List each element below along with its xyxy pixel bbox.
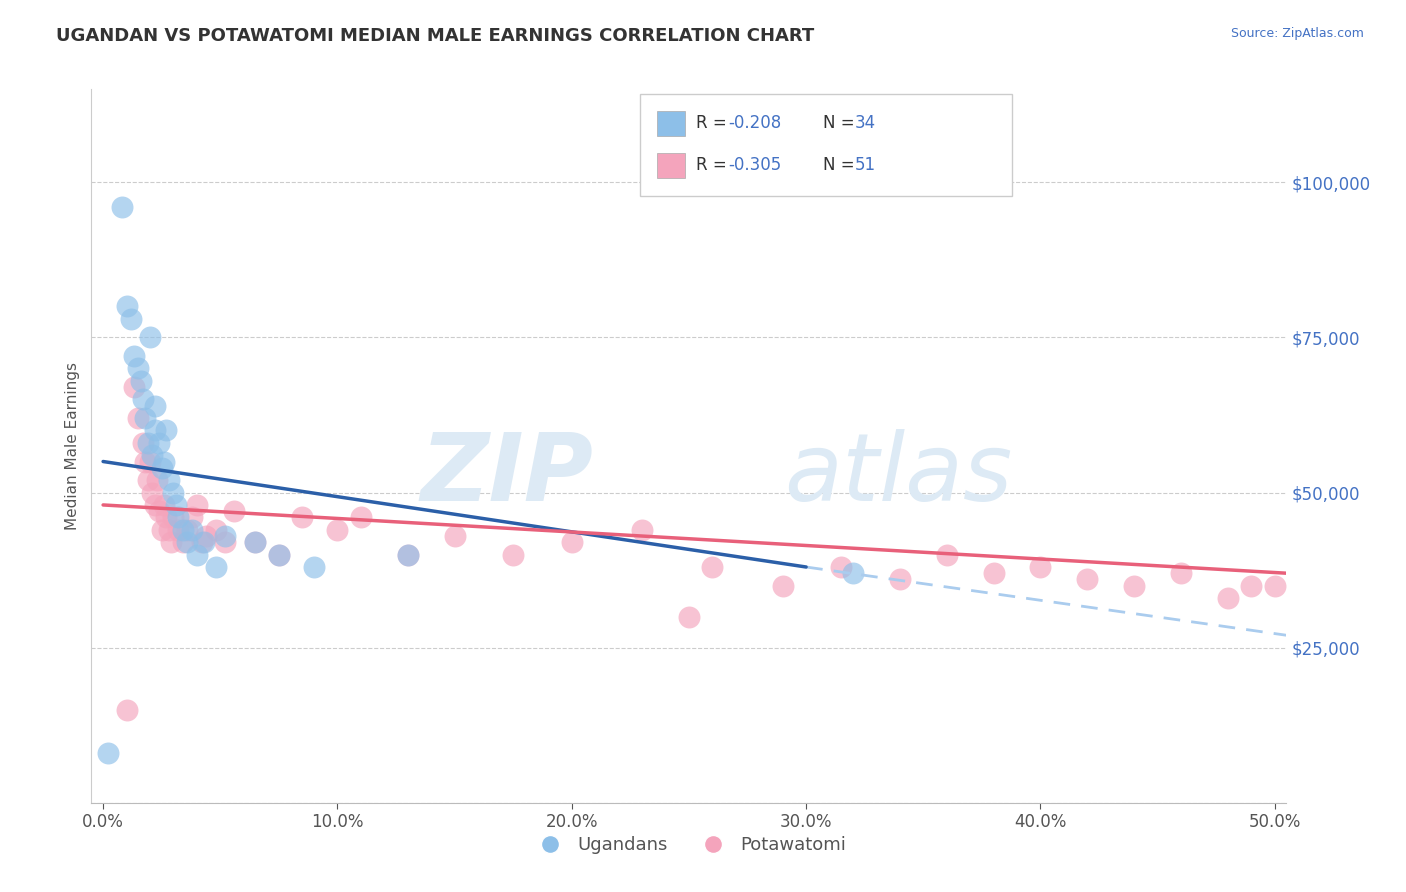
Text: Source: ZipAtlas.com: Source: ZipAtlas.com [1230, 27, 1364, 40]
Text: 51: 51 [855, 156, 876, 174]
Point [186, 548, 208, 562]
Point [150, 523, 173, 537]
Point [443, 529, 465, 543]
Point [115, 299, 138, 313]
Point [830, 560, 852, 574]
Point [561, 535, 583, 549]
Point [132, 436, 155, 450]
Point [132, 392, 155, 407]
Point [245, 535, 267, 549]
Point [141, 448, 163, 462]
Point [190, 535, 212, 549]
Point [1076, 573, 1098, 587]
Y-axis label: Median Male Earnings: Median Male Earnings [65, 362, 80, 530]
Point [350, 510, 373, 524]
Point [186, 498, 208, 512]
Point [97, 746, 120, 760]
Point [120, 311, 142, 326]
Point [143, 399, 166, 413]
Point [129, 374, 152, 388]
Point [267, 548, 290, 562]
Point [204, 560, 226, 574]
Point [134, 454, 156, 468]
Point [148, 436, 170, 450]
Point [204, 523, 226, 537]
Point [155, 424, 177, 438]
Text: N =: N = [823, 114, 859, 132]
Point [889, 573, 911, 587]
Point [176, 535, 198, 549]
Point [291, 510, 314, 524]
Point [245, 535, 267, 549]
Point [167, 523, 190, 537]
Point [167, 510, 190, 524]
Point [631, 523, 654, 537]
Point [153, 498, 176, 512]
Point [146, 473, 169, 487]
Point [983, 566, 1005, 581]
Point [141, 485, 163, 500]
Point [302, 560, 325, 574]
Point [176, 523, 198, 537]
Point [842, 566, 865, 581]
Point [153, 454, 176, 468]
Point [139, 330, 162, 344]
Point [678, 609, 700, 624]
Point [326, 523, 349, 537]
Point [214, 535, 236, 549]
Point [150, 460, 173, 475]
Text: -0.305: -0.305 [728, 156, 782, 174]
Point [162, 510, 184, 524]
Point [111, 200, 134, 214]
Point [139, 454, 162, 468]
Point [935, 548, 957, 562]
Point [165, 498, 187, 512]
Point [157, 473, 180, 487]
Point [1240, 579, 1263, 593]
Point [157, 523, 180, 537]
Point [193, 535, 215, 549]
Point [127, 361, 149, 376]
Text: R =: R = [696, 114, 733, 132]
Point [1123, 579, 1146, 593]
Text: UGANDAN VS POTAWATOMI MEDIAN MALE EARNINGS CORRELATION CHART: UGANDAN VS POTAWATOMI MEDIAN MALE EARNIN… [56, 27, 814, 45]
Point [136, 473, 159, 487]
Text: -0.208: -0.208 [728, 114, 782, 132]
Text: atlas: atlas [785, 429, 1012, 520]
Point [1264, 579, 1286, 593]
Legend: Ugandans, Potawatomi: Ugandans, Potawatomi [524, 830, 853, 862]
Point [195, 529, 218, 543]
Point [172, 523, 194, 537]
Point [181, 510, 204, 524]
Point [122, 380, 145, 394]
Point [155, 510, 177, 524]
Point [134, 411, 156, 425]
Point [396, 548, 419, 562]
Point [181, 523, 204, 537]
Point [160, 535, 183, 549]
Point [267, 548, 290, 562]
Point [1170, 566, 1192, 581]
Point [115, 703, 138, 717]
Text: 34: 34 [855, 114, 876, 132]
Point [172, 535, 194, 549]
Point [772, 579, 794, 593]
Point [396, 548, 419, 562]
Point [122, 349, 145, 363]
Point [148, 504, 170, 518]
Point [214, 529, 236, 543]
Point [127, 411, 149, 425]
Text: ZIP: ZIP [420, 428, 593, 521]
Point [224, 504, 246, 518]
Point [702, 560, 724, 574]
Point [1029, 560, 1052, 574]
Point [136, 436, 159, 450]
Point [162, 485, 184, 500]
Point [143, 424, 166, 438]
Point [502, 548, 524, 562]
Text: N =: N = [823, 156, 859, 174]
Point [143, 498, 166, 512]
Text: R =: R = [696, 156, 733, 174]
Point [1216, 591, 1239, 605]
